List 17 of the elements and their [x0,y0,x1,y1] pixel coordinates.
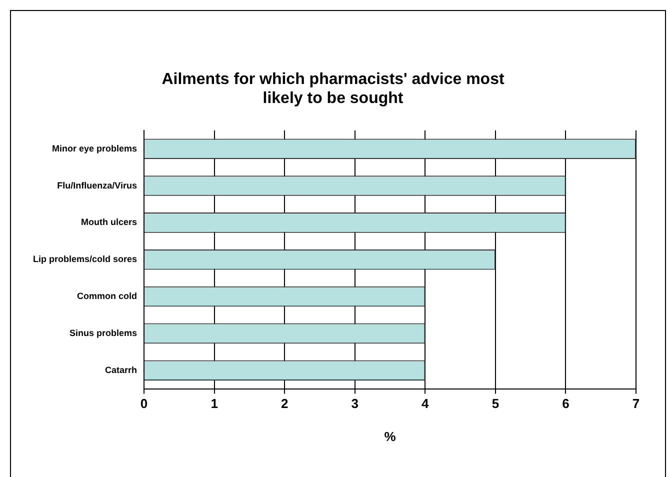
x-tick-label: 4 [422,396,430,412]
x-tick-label: 2 [280,396,288,412]
x-tick-label: 1 [210,396,218,412]
x-tick-label: 5 [492,396,500,412]
y-tick-label: Minor eye problems [52,143,138,154]
y-tick-label: Catarrh [105,364,138,375]
y-tick-label: Sinus problems [70,328,138,338]
y-tick-label: Mouth ulcers [81,217,138,228]
y-tick-label: Common cold [77,291,138,301]
x-tick-label: 7 [632,396,640,412]
y-tick-label: Flu/Influenza/Virus [57,180,138,190]
x-tick-label: 3 [351,396,358,412]
x-tick-label: 6 [562,396,570,412]
chart-title: Ailments for which pharmacists' advice most likely to be sought [162,71,505,108]
x-axis-title: % [384,428,396,444]
y-tick-label: Lip problems/cold sores [32,254,138,264]
x-tick-label: 0 [140,396,148,412]
